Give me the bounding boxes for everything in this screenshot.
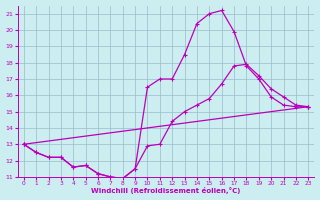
X-axis label: Windchill (Refroidissement éolien,°C): Windchill (Refroidissement éolien,°C) [91, 187, 241, 194]
